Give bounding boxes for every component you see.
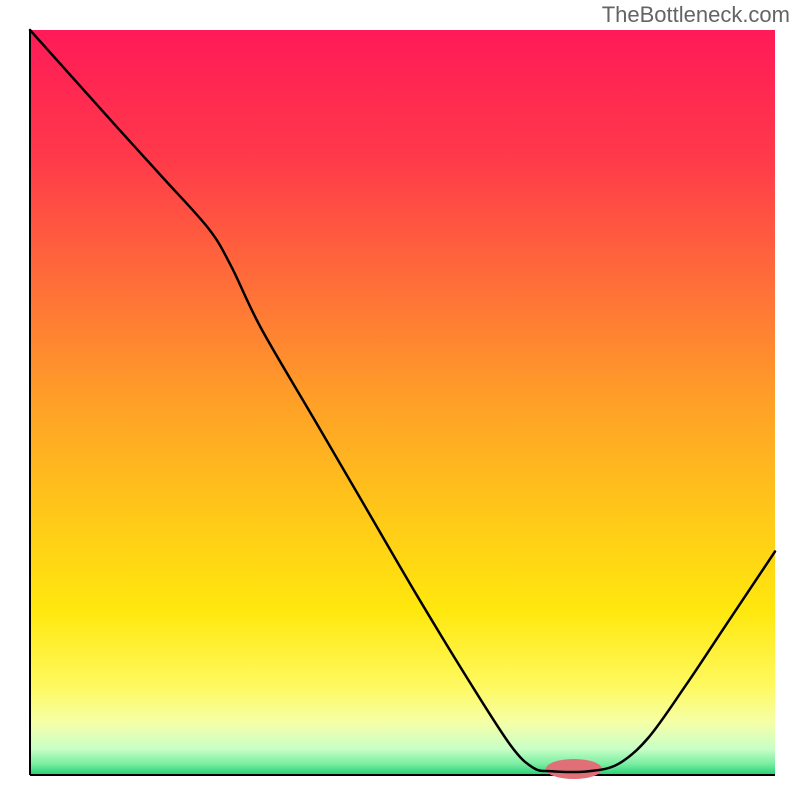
- bottleneck-chart: [0, 0, 800, 800]
- plot-background: [30, 30, 775, 775]
- highlight-marker: [546, 759, 602, 779]
- chart-container: TheBottleneck.com: [0, 0, 800, 800]
- attribution-label: TheBottleneck.com: [602, 2, 790, 28]
